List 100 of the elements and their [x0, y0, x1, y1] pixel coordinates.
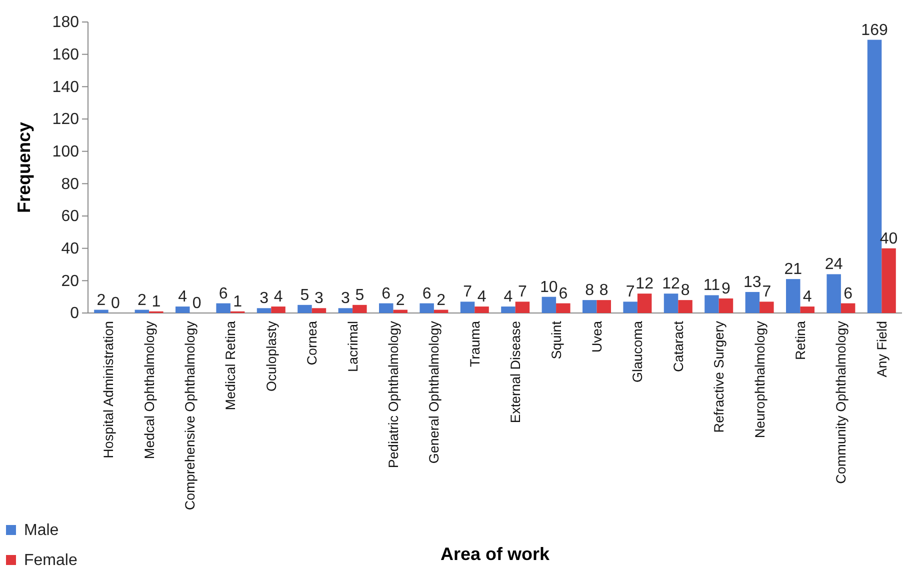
data-label: 0 — [111, 295, 120, 312]
bar — [623, 302, 638, 313]
data-label: 4 — [274, 288, 283, 306]
x-tick-label: Neurophthalmology — [752, 320, 768, 438]
data-label: 3 — [260, 290, 269, 308]
bar — [393, 310, 408, 313]
bar — [298, 304, 312, 313]
data-label: 2 — [436, 292, 446, 309]
data-label: 12 — [636, 276, 654, 293]
x-tick-label: Medcal Ophthalmology — [142, 320, 157, 460]
y-tick-label: 160 — [52, 46, 80, 64]
x-tick-label: Any Field — [874, 321, 890, 378]
data-label: 4 — [802, 288, 812, 306]
x-tick-label: Refractive Surgery — [712, 320, 727, 433]
x-tick-label: Squint — [548, 320, 564, 360]
bar — [826, 274, 841, 313]
data-label: 8 — [585, 282, 594, 300]
data-label: 4 — [504, 288, 513, 306]
y-tick-label: 0 — [70, 305, 80, 322]
y-tick-label: 140 — [52, 78, 80, 96]
bar — [501, 306, 516, 313]
bar — [338, 308, 353, 313]
x-tick-label: Community Ophthalmology — [834, 320, 849, 484]
data-label: 2 — [396, 292, 405, 309]
data-label: 6 — [382, 285, 391, 302]
legend-label: Male — [24, 522, 59, 539]
data-label: 1 — [233, 293, 242, 310]
data-label: 8 — [599, 282, 608, 300]
bar — [434, 310, 448, 313]
y-tick-label: 100 — [52, 143, 80, 160]
x-tick-label: Trauma — [467, 320, 482, 368]
bar — [94, 310, 108, 313]
data-label: 6 — [422, 285, 432, 302]
bar — [867, 40, 882, 313]
bar — [176, 306, 190, 313]
bar — [800, 306, 814, 313]
bar — [460, 302, 475, 313]
data-label: 6 — [844, 285, 853, 302]
x-tick-label: Lacrimal — [345, 321, 360, 372]
bar — [134, 310, 150, 313]
bar — [840, 303, 856, 313]
legend-label: Female — [24, 552, 78, 569]
bar — [556, 303, 570, 313]
data-label: 11 — [703, 277, 720, 294]
bar — [596, 300, 611, 313]
bar — [420, 303, 434, 313]
data-label: 2 — [137, 292, 146, 309]
bar — [379, 303, 394, 313]
x-tick-label: Hospital Administration — [101, 321, 116, 458]
y-tick-label: 180 — [52, 14, 80, 32]
bar — [216, 303, 230, 313]
x-tick-label: Cornea — [304, 320, 320, 366]
bar — [882, 248, 896, 313]
data-label: 5 — [355, 286, 364, 304]
data-label: 10 — [540, 278, 558, 296]
data-label: 3 — [340, 290, 350, 308]
x-tick-label: Comprehensive Ophthalmology — [182, 320, 198, 510]
data-label: 4 — [477, 288, 486, 306]
data-label: 7 — [463, 284, 472, 301]
bar — [718, 298, 734, 313]
bar — [760, 302, 774, 313]
data-label: 9 — [722, 280, 731, 298]
x-tick-label: Glaucoma — [630, 320, 646, 383]
data-label: 6 — [218, 285, 228, 302]
bar — [664, 294, 678, 313]
x-tick-label: External Disease — [508, 321, 524, 424]
data-label: 6 — [558, 285, 568, 302]
y-axis-title: Frequency — [14, 122, 34, 214]
data-label: 0 — [192, 295, 202, 312]
y-tick-label: 40 — [61, 240, 80, 258]
bar — [582, 300, 597, 313]
x-tick-label: Pediatric Ophthalmology — [386, 320, 401, 468]
data-label: 7 — [518, 284, 528, 301]
data-label: 5 — [300, 286, 310, 304]
bar — [515, 302, 530, 313]
y-tick-label: 60 — [61, 208, 80, 226]
data-label: 7 — [762, 284, 772, 301]
data-label: 1 — [152, 293, 161, 310]
bar — [786, 279, 800, 313]
data-label: 12 — [662, 276, 680, 293]
bar — [678, 300, 692, 313]
data-label: 3 — [314, 290, 324, 308]
bar — [637, 294, 652, 313]
data-label: 4 — [178, 288, 188, 306]
data-label: 24 — [824, 256, 843, 274]
y-tick-label: 120 — [52, 111, 80, 128]
x-axis-title: Area of work — [440, 544, 550, 564]
data-label: 21 — [784, 261, 802, 278]
bar — [271, 306, 286, 313]
data-label: 169 — [861, 22, 888, 39]
x-tick-label: Oculoplasty — [264, 320, 279, 392]
bar — [256, 308, 272, 313]
bar — [704, 295, 719, 313]
y-tick-label: 20 — [61, 272, 80, 290]
x-tick-label: Uvea — [589, 320, 604, 353]
bar — [745, 292, 760, 313]
bar — [352, 304, 367, 313]
data-label: 13 — [744, 274, 762, 291]
data-label: 8 — [680, 282, 690, 300]
x-tick-label: Medical Retina — [223, 320, 238, 410]
